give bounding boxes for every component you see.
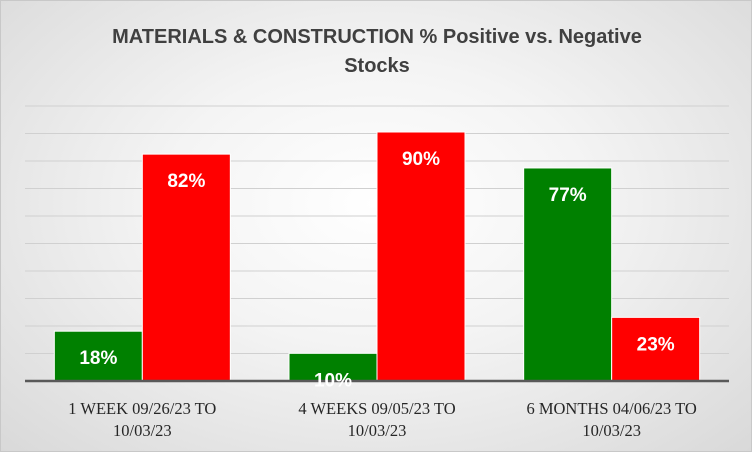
data-label-negative-0: 82% — [167, 171, 205, 192]
x-tick-label-0-line-1: 10/03/23 — [113, 421, 172, 440]
data-label-positive-2: 77% — [549, 185, 587, 206]
x-tick-label-1-line-0: 4 WEEKS 09/05/23 TO — [298, 399, 455, 418]
bars — [53, 131, 701, 382]
bar-negative-1 — [376, 131, 466, 382]
bar-positive-2 — [523, 167, 613, 382]
chart-title-line-2: Stocks — [344, 55, 410, 77]
data-label-negative-2: 23% — [637, 334, 675, 355]
data-label-positive-1: 10% — [314, 370, 352, 391]
data-label-positive-0: 18% — [79, 348, 117, 369]
x-tick-label-2-line-0: 6 MONTHS 04/06/23 TO — [526, 399, 696, 418]
x-tick-labels: 1 WEEK 09/26/23 TO 10/03/23 4 WEEKS 09/05/… — [68, 399, 697, 440]
chart-title-line-1: MATERIALS & CONSTRUCTION % Positive vs. … — [112, 26, 642, 48]
x-tick-label-2-line-1: 10/03/23 — [582, 421, 641, 440]
x-tick-label-0-line-0: 1 WEEK 09/26/23 TO — [68, 399, 216, 418]
data-labels: 18% 82% 10% 90% 77% 23% — [79, 149, 674, 391]
x-tick-label-1-line-1: 10/03/23 — [348, 421, 407, 440]
bar-negative-0 — [141, 153, 231, 382]
data-label-negative-1: 90% — [402, 149, 440, 170]
bar-negative-2 — [611, 316, 701, 382]
